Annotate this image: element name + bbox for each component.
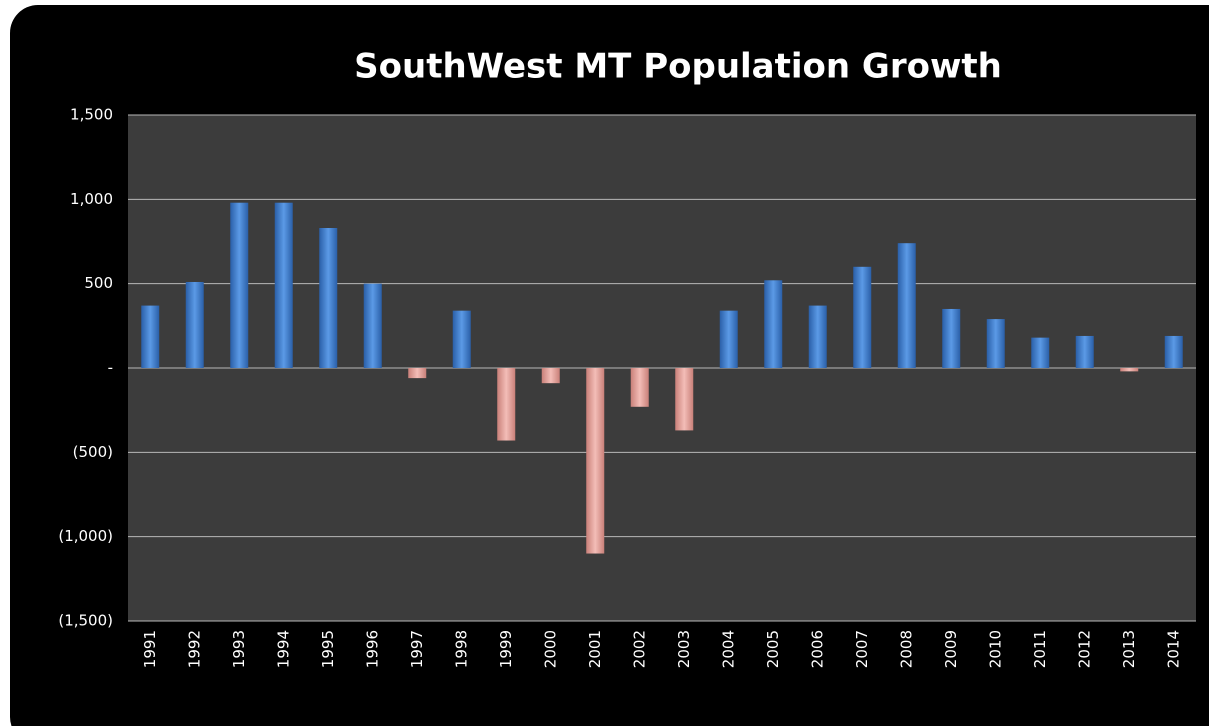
y-tick-label: 1,000 bbox=[70, 190, 113, 208]
x-tick-label: 1998 bbox=[452, 630, 470, 668]
x-tick-label: 2010 bbox=[986, 630, 1004, 668]
x-tick-label: 2003 bbox=[675, 630, 693, 668]
bar bbox=[363, 283, 382, 368]
y-tick-label: 500 bbox=[84, 274, 113, 292]
x-tick-label: 2000 bbox=[541, 630, 559, 668]
x-tick-label: 1991 bbox=[141, 630, 159, 668]
y-tick-label: (1,500) bbox=[58, 612, 113, 630]
x-tick-label: 2004 bbox=[719, 630, 737, 668]
x-tick-label: 1995 bbox=[319, 630, 337, 668]
bar bbox=[897, 243, 916, 368]
bar bbox=[675, 368, 694, 431]
bar bbox=[853, 266, 872, 368]
bar bbox=[764, 280, 783, 368]
bar bbox=[452, 310, 471, 368]
bar bbox=[408, 368, 427, 379]
bar bbox=[141, 305, 160, 368]
x-tick-label: 2012 bbox=[1075, 630, 1093, 668]
x-tick-label: 2013 bbox=[1120, 630, 1138, 668]
x-tick-label: 2009 bbox=[942, 630, 960, 668]
bar bbox=[630, 368, 649, 407]
bar bbox=[497, 368, 516, 441]
bar bbox=[274, 202, 293, 368]
bar bbox=[230, 202, 249, 368]
bar bbox=[1120, 368, 1139, 372]
x-tick-label: 2011 bbox=[1031, 630, 1049, 668]
x-tick-label: 1992 bbox=[185, 630, 203, 668]
x-tick-label: 2006 bbox=[808, 630, 826, 668]
bar bbox=[986, 319, 1005, 368]
bar bbox=[185, 281, 204, 368]
bar bbox=[541, 368, 560, 384]
x-tick-label: 1994 bbox=[274, 630, 292, 668]
y-tick-label: 1,500 bbox=[70, 106, 113, 124]
x-tick-label: 2002 bbox=[630, 630, 648, 668]
x-tick-label: 1996 bbox=[363, 630, 381, 668]
bar bbox=[1031, 337, 1050, 368]
x-tick-label: 2008 bbox=[897, 630, 915, 668]
bar bbox=[942, 308, 961, 368]
x-tick-label: 2007 bbox=[853, 630, 871, 668]
x-tick-label: 1997 bbox=[408, 630, 426, 668]
bar bbox=[719, 310, 738, 368]
x-tick-label: 2005 bbox=[764, 630, 782, 668]
bar bbox=[1075, 335, 1094, 368]
x-tick-label: 2001 bbox=[586, 630, 604, 668]
bar bbox=[808, 305, 827, 368]
y-tick-label: (500) bbox=[73, 443, 113, 461]
x-tick-label: 1993 bbox=[230, 630, 248, 668]
x-tick-label: 2014 bbox=[1164, 630, 1182, 668]
chart-title: SouthWest MT Population Growth bbox=[354, 47, 1002, 87]
y-tick-label: (1,000) bbox=[58, 527, 113, 545]
y-tick-label: - bbox=[108, 359, 113, 377]
x-tick-label: 1999 bbox=[497, 630, 515, 668]
bar bbox=[586, 368, 605, 554]
bar bbox=[319, 228, 338, 368]
bar bbox=[1164, 335, 1183, 368]
